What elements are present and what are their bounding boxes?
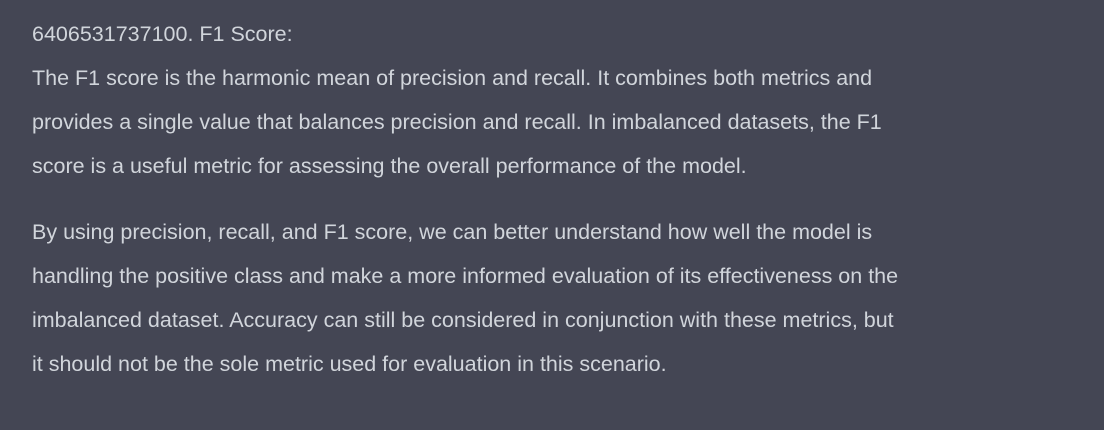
text-line: handling the positive class and make a m… (32, 264, 899, 288)
summary-paragraph: By using precision, recall, and F1 score… (32, 210, 1064, 386)
text-line: score is a useful metric for assessing t… (32, 154, 747, 178)
text-line: provides a single value that balances pr… (32, 110, 882, 134)
text-line: By using precision, recall, and F1 score… (32, 220, 873, 244)
text-line: it should not be the sole metric used fo… (32, 352, 667, 376)
list-item-heading: 6406531737100. F1 Score: (32, 22, 293, 46)
text-line: imbalanced dataset. Accuracy can still b… (32, 308, 894, 332)
text-line: The F1 score is the harmonic mean of pre… (32, 66, 873, 90)
f1-section: 6406531737100. F1 Score: The F1 score is… (32, 12, 1064, 188)
